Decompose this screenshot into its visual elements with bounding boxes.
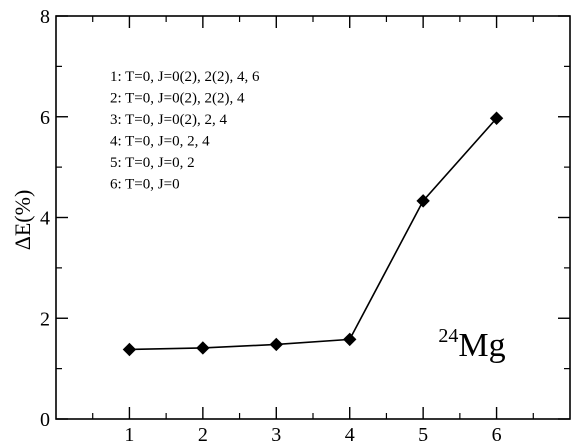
annotation-superscript: 24 (438, 325, 458, 347)
legend-entry: 3: T=0, J=0(2), 2, 4 (110, 112, 228, 128)
series-markers (122, 111, 504, 357)
y-tick-label: 0 (40, 409, 50, 431)
data-point-marker (269, 337, 283, 352)
x-tick-label: 2 (198, 424, 208, 444)
y-tick-label: 6 (40, 107, 50, 129)
y-tick-label: 4 (40, 208, 50, 230)
series-line (129, 117, 498, 351)
data-point-marker (489, 111, 504, 125)
y-tick-label: 2 (40, 308, 50, 330)
legend-entry: 4: T=0, J=0, 2, 4 (110, 134, 210, 150)
x-tick-label: 1 (124, 424, 134, 444)
data-point-marker (122, 342, 137, 357)
legend-entry: 1: T=0, J=0(2), 2(2), 4, 6 (110, 69, 260, 85)
data-point-marker (416, 194, 430, 208)
x-tick-label: 5 (418, 424, 428, 444)
legend-entry: 2: T=0, J=0(2), 2(2), 4 (110, 91, 245, 107)
x-tick-label: 3 (271, 424, 281, 444)
x-tick-label: 4 (345, 424, 355, 444)
x-tick-label: 6 (492, 424, 502, 444)
y-axis-label: ΔE(%) (10, 190, 35, 251)
legend-entry: 6: T=0, J=0 (110, 177, 180, 193)
legend-entry: 5: T=0, J=0, 2 (110, 155, 195, 171)
legend-block: 1: T=0, J=0(2), 2(2), 4, 6 2: T=0, J=0(2)… (110, 69, 260, 193)
y-tick-label: 8 (40, 6, 50, 28)
nucleus-annotation: 24Mg (438, 325, 505, 364)
annotation-symbol: Mg (458, 327, 505, 364)
data-point-marker (343, 332, 357, 347)
data-point-marker (196, 341, 210, 355)
axis-ticks (56, 15, 570, 420)
